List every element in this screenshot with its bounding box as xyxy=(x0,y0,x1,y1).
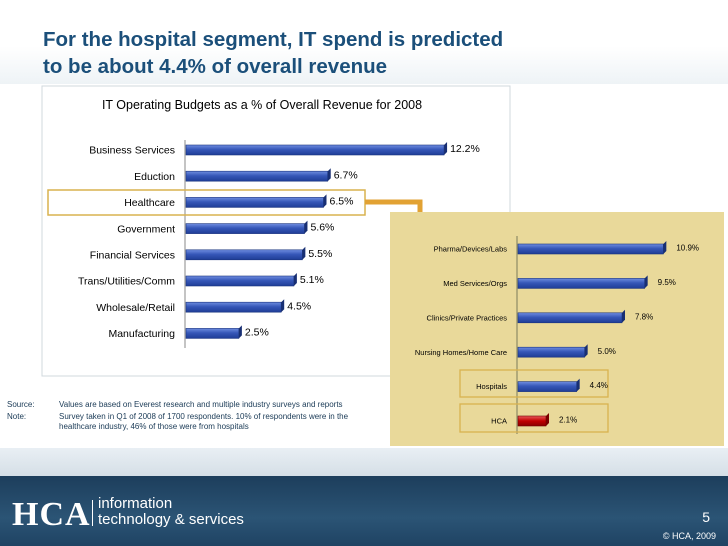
bar-government xyxy=(185,223,305,234)
value-label-business-services: 12.2% xyxy=(450,143,480,155)
footer: HCA information technology & services 5 … xyxy=(0,476,728,546)
logo-subtitle-line2: technology & services xyxy=(98,511,244,528)
value-label-financial-services: 5.5% xyxy=(308,248,332,260)
left-chart-title: IT Operating Budgets as a % of Overall R… xyxy=(102,98,422,112)
value-label-nursing-homes-home-care: 5.0% xyxy=(598,347,616,356)
category-label-financial-services: Financial Services xyxy=(90,249,175,261)
bar-wholesale-retail xyxy=(185,301,282,313)
bar-cap-clinics-private-practices xyxy=(622,309,625,323)
category-label-wholesale-retail: Wholesale/Retail xyxy=(96,302,175,314)
bar-financial-services xyxy=(185,249,303,261)
value-label-med-services-orgs: 9.5% xyxy=(658,278,676,287)
category-label-business-services: Business Services xyxy=(89,145,175,157)
bar-pharma-devices-labs xyxy=(517,243,664,255)
note-text: Survey taken in Q1 of 2008 of 1700 respo… xyxy=(59,411,349,432)
copyright: © HCA, 2009 xyxy=(662,531,716,541)
bar-cap-pharma-devices-labs xyxy=(663,241,667,254)
value-label-wholesale-retail: 4.5% xyxy=(287,300,311,312)
source-label: Source: xyxy=(7,400,35,409)
value-label-government: 5.6% xyxy=(310,222,334,234)
logo-subtitle: information technology & services xyxy=(98,496,244,528)
category-label-clinics-private-practices: Clinics/Private Practices xyxy=(427,313,508,322)
hospitals-highlight-box xyxy=(459,369,609,398)
category-label-healthcare: Healthcare xyxy=(124,197,175,209)
category-label-trans-utilities-comm: Trans/Utilities/Comm xyxy=(78,276,175,288)
right-chart-bars: Pharma/Devices/Labs 10.9% Med Services/Org… xyxy=(415,241,699,427)
value-label-clinics-private-practices: 7.8% xyxy=(635,312,653,321)
bar-cap-med-services-orgs xyxy=(644,275,648,289)
bar-cap-trans-utilities-comm xyxy=(293,273,297,286)
category-label-hca: HCA xyxy=(491,417,507,426)
left-chart-bars: Business Services 12.2% Eduction 6.7% Health… xyxy=(78,142,480,340)
bar-cap-business-services xyxy=(444,142,448,155)
bar-clinics-private-practices xyxy=(517,312,623,324)
survey-note: Note: Survey taken in Q1 of 2008 of 1700… xyxy=(7,412,357,433)
bar-business-services xyxy=(185,144,445,156)
source-note: Source: Values are based on Everest rese… xyxy=(7,400,357,411)
hca-highlight-box xyxy=(459,403,609,433)
slide-title: For the hospital segment, IT spend is pr… xyxy=(43,26,643,80)
value-label-eduction: 6.7% xyxy=(334,169,358,181)
logo-subtitle-line1: information xyxy=(98,495,173,512)
bar-hca xyxy=(517,415,547,427)
hca-logo: HCA xyxy=(12,496,91,533)
category-label-pharma-devices-labs: Pharma/Devices/Labs xyxy=(434,245,508,254)
value-label-hospitals: 4.4% xyxy=(590,381,608,390)
bar-med-services-orgs xyxy=(517,278,645,289)
bar-trans-utilities-comm xyxy=(185,275,295,287)
category-label-manufacturing: Manufacturing xyxy=(108,328,175,340)
footnotes: Source: Values are based on Everest rese… xyxy=(7,400,357,434)
slide-title-line1: For the hospital segment, IT spend is pr… xyxy=(43,28,504,51)
bar-eduction xyxy=(185,170,329,182)
slide-title-line2: to be about 4.4% of overall revenue xyxy=(43,55,388,78)
bar-nursing-homes-home-care xyxy=(517,346,585,358)
title-band xyxy=(0,0,728,84)
value-label-healthcare: 6.5% xyxy=(330,196,354,208)
value-label-hca: 2.1% xyxy=(559,416,577,425)
note-label: Note: xyxy=(7,411,27,421)
bar-cap-nursing-homes-home-care xyxy=(584,344,588,358)
footer-band xyxy=(0,448,728,476)
category-label-eduction: Eduction xyxy=(134,171,175,183)
bar-manufacturing xyxy=(185,328,240,339)
value-label-pharma-devices-labs: 10.9% xyxy=(676,244,699,253)
logo-divider xyxy=(92,500,93,526)
category-label-hospitals: Hospitals xyxy=(476,382,507,391)
bar-cap-financial-services xyxy=(302,246,306,260)
bar-cap-manufacturing xyxy=(238,325,242,339)
bar-cap-hca xyxy=(546,413,549,426)
category-label-nursing-homes-home-care: Nursing Homes/Home Care xyxy=(415,348,507,357)
bar-healthcare xyxy=(185,197,324,208)
source-text: Values are based on Everest research and… xyxy=(59,400,343,409)
page-number: 5 xyxy=(702,509,710,525)
bar-hospitals xyxy=(517,381,577,392)
category-label-government: Government xyxy=(117,223,175,235)
bar-cap-government xyxy=(304,220,308,234)
bar-cap-eduction xyxy=(327,168,331,182)
bar-cap-hospitals xyxy=(576,378,580,392)
category-label-med-services-orgs: Med Services/Orgs xyxy=(443,279,507,288)
bar-cap-healthcare xyxy=(323,194,327,208)
bar-cap-wholesale-retail xyxy=(281,299,285,313)
value-label-trans-utilities-comm: 5.1% xyxy=(300,274,324,286)
value-label-manufacturing: 2.5% xyxy=(245,327,269,339)
